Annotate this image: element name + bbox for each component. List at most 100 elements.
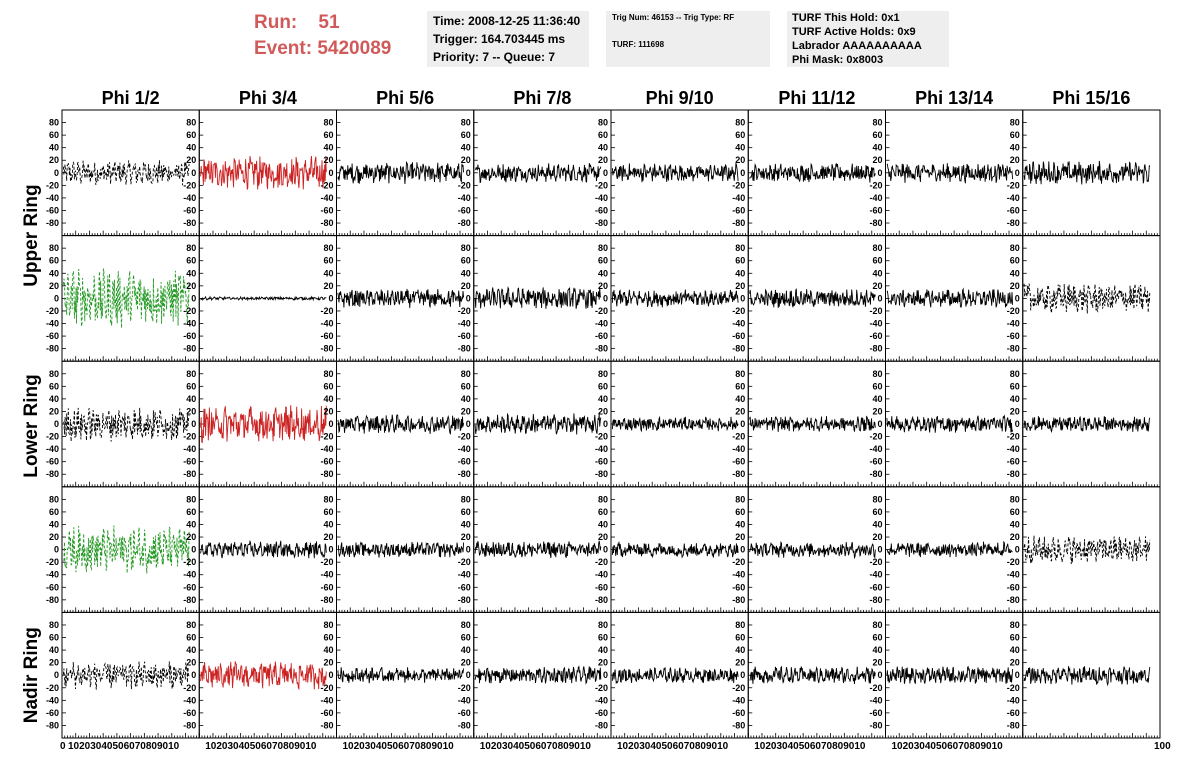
y-tick-label: 0: [466, 419, 471, 429]
y-tick-label: -80: [458, 469, 471, 479]
waveform-trace: [62, 268, 190, 329]
panel-frame: [473, 486, 612, 613]
time-info-box: Time: 2008-12-25 11:36:40 Trigger: 164.7…: [427, 11, 589, 67]
y-tick-label: -40: [1007, 444, 1020, 454]
y-tick-label: 0: [603, 293, 608, 303]
y-tick-label: -60: [869, 582, 882, 592]
y-tick-label: 60: [186, 130, 196, 140]
y-tick-label: -60: [183, 331, 196, 341]
trig-info-box: Trig Num: 46153 -- Trig Type: RF TURF: 1…: [606, 11, 770, 67]
y-tick-label: 60: [49, 381, 59, 391]
y-tick-label: 40: [49, 519, 59, 529]
y-tick-label: -20: [320, 683, 333, 693]
y-tick-label: 80: [49, 243, 59, 253]
y-tick-label: -40: [458, 444, 471, 454]
waveform-trace: [886, 287, 1014, 309]
run-value: 51: [318, 12, 340, 33]
y-tick-label: -40: [458, 193, 471, 203]
y-tick-label: 80: [872, 369, 882, 379]
y-tick-label: 40: [872, 143, 882, 153]
y-tick-label: -20: [183, 683, 196, 693]
y-tick-label: 60: [323, 381, 333, 391]
y-tick-label: -20: [183, 432, 196, 442]
y-tick-label: -60: [46, 457, 59, 467]
y-tick-label: 80: [598, 620, 608, 630]
y-tick-label: -20: [46, 432, 59, 442]
y-tick-label: -20: [46, 306, 59, 316]
y-tick-label: -20: [46, 180, 59, 190]
waveform-trace: [886, 540, 1013, 558]
y-tick-label: -80: [46, 720, 59, 730]
y-tick-label: 40: [461, 519, 471, 529]
y-tick-label: -60: [732, 708, 745, 718]
y-tick-label: -40: [869, 695, 882, 705]
y-tick-label: 40: [49, 268, 59, 278]
y-tick-label: -80: [732, 469, 745, 479]
y-tick-label: 0: [466, 168, 471, 178]
y-tick-label: -40: [732, 444, 745, 454]
y-tick-label: 80: [735, 620, 745, 630]
y-tick-label: -60: [1007, 457, 1020, 467]
y-tick-label: -40: [46, 193, 59, 203]
y-tick-label: 20: [1010, 658, 1020, 668]
y-tick-label: -20: [869, 557, 882, 567]
y-tick-label: 40: [598, 143, 608, 153]
waveform-trace: [611, 289, 739, 308]
y-tick-label: 60: [872, 507, 882, 517]
y-tick-label: 80: [323, 118, 333, 128]
y-tick-label: 60: [1010, 507, 1020, 517]
waveform-trace: [1023, 160, 1151, 185]
y-tick-label: 0: [877, 293, 882, 303]
panel-frame: [336, 109, 475, 237]
y-tick-label: 0: [1015, 670, 1020, 680]
y-tick-label: 60: [461, 381, 471, 391]
y-tick-label: -60: [458, 708, 471, 718]
y-tick-label: 60: [872, 633, 882, 643]
y-tick-label: 20: [872, 406, 882, 416]
y-tick-label: -20: [320, 306, 333, 316]
y-tick-label: 20: [872, 532, 882, 542]
y-tick-label: 60: [735, 507, 745, 517]
y-tick-label: -80: [458, 720, 471, 730]
waveform-trace: [200, 661, 327, 691]
y-tick-label: 0: [740, 293, 745, 303]
y-tick-label: 40: [186, 268, 196, 278]
y-tick-label: 0: [877, 419, 882, 429]
y-tick-label: 80: [1010, 620, 1020, 630]
y-tick-label: 80: [872, 494, 882, 504]
y-tick-label: 40: [186, 143, 196, 153]
waveform-trace: [1023, 415, 1151, 434]
y-tick-label: 60: [323, 507, 333, 517]
y-tick-label: 80: [872, 118, 882, 128]
y-tick-label: 20: [461, 155, 471, 165]
y-tick-label: 20: [735, 281, 745, 291]
y-tick-label: 80: [735, 243, 745, 253]
y-tick-label: -80: [46, 595, 59, 605]
y-tick-label: -40: [183, 695, 196, 705]
y-tick-label: -40: [869, 444, 882, 454]
y-tick-label: 0: [191, 545, 196, 555]
y-tick-label: -20: [595, 683, 608, 693]
y-tick-label: -80: [183, 469, 196, 479]
column-title: Phi 5/6: [376, 88, 434, 108]
waveform-trace: [749, 415, 876, 432]
y-tick-label: 40: [598, 645, 608, 655]
y-tick-label: -40: [869, 570, 882, 580]
y-tick-label: 60: [598, 256, 608, 266]
y-tick-label: 60: [1010, 381, 1020, 391]
waveform-trace: [474, 412, 602, 435]
y-tick-label: 60: [735, 381, 745, 391]
waveform-trace: [886, 163, 1014, 184]
y-tick-label: -20: [1007, 306, 1020, 316]
y-tick-label: 40: [323, 143, 333, 153]
y-tick-label: 80: [49, 620, 59, 630]
y-tick-label: -80: [1007, 344, 1020, 354]
waveform-trace: [337, 666, 465, 684]
y-tick-label: -60: [1007, 205, 1020, 215]
y-tick-label: 80: [49, 494, 59, 504]
y-tick-label: 40: [1010, 519, 1020, 529]
y-tick-label: -60: [595, 708, 608, 718]
turf-info-box: TURF This Hold: 0x1 TURF Active Holds: 0…: [787, 11, 949, 67]
x-tick-label: 10203040506070809010: [892, 741, 1004, 752]
